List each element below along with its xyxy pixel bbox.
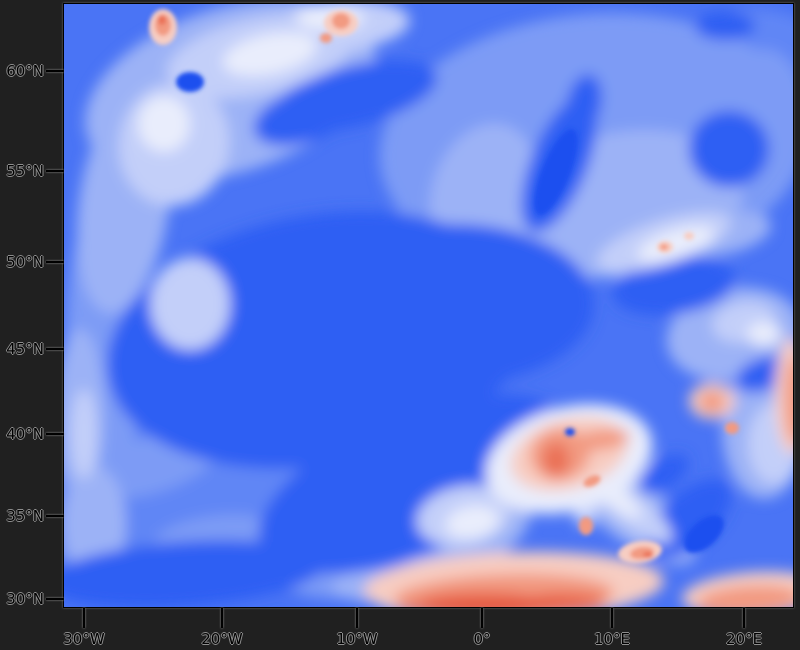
contour-blob-L0 bbox=[565, 428, 575, 436]
contour-blob-L1 bbox=[314, 224, 594, 384]
contour-blob-L9 bbox=[785, 356, 793, 444]
x-tick-mark bbox=[481, 608, 484, 628]
contour-map-plot bbox=[63, 3, 794, 608]
y-tick-mark bbox=[46, 348, 64, 350]
x-tick-mark bbox=[82, 608, 85, 628]
x-tick-label: 10°W bbox=[336, 630, 378, 648]
contour-blob-L9 bbox=[332, 13, 350, 29]
y-tick-label: 30°N bbox=[6, 590, 44, 608]
contour-blob-L8 bbox=[404, 560, 454, 582]
contour-blob-L1 bbox=[639, 454, 689, 494]
contour-blob-L10 bbox=[543, 443, 569, 477]
y-tick-label: 40°N bbox=[6, 425, 44, 444]
contour-blob-L0 bbox=[176, 72, 204, 92]
contour-blob-L7 bbox=[222, 32, 318, 76]
contour-blob-L9 bbox=[579, 517, 593, 535]
contour-blob-L7 bbox=[747, 322, 781, 346]
y-tick-label: 50°N bbox=[6, 253, 44, 272]
contour-blob-L9 bbox=[725, 422, 739, 434]
x-tick-mark bbox=[220, 608, 223, 628]
contour-blob-L9 bbox=[583, 475, 601, 487]
contour-blob-L8 bbox=[684, 232, 694, 240]
contour-blob-L6 bbox=[71, 389, 97, 479]
contour-field-svg bbox=[64, 4, 793, 607]
y-tick-mark bbox=[46, 433, 64, 436]
contour-blob-L9 bbox=[699, 391, 725, 413]
x-tick-label: 0° bbox=[473, 630, 491, 648]
x-tick-mark bbox=[743, 608, 746, 628]
contour-blob-L1 bbox=[695, 12, 755, 40]
y-tick-label: 45°N bbox=[6, 340, 44, 358]
x-tick-label: 10°E bbox=[593, 630, 631, 648]
contour-blob-L10 bbox=[643, 552, 653, 558]
contour-blob-L9 bbox=[320, 33, 332, 43]
y-tick-label: 35°N bbox=[6, 506, 44, 525]
contour-blob-L9 bbox=[570, 429, 630, 451]
contour-blob-L1 bbox=[258, 394, 570, 574]
contour-spots-sharp bbox=[149, 9, 739, 564]
y-tick-mark bbox=[46, 169, 64, 172]
contour-blob-L10 bbox=[158, 15, 166, 25]
x-tick-mark bbox=[356, 608, 358, 628]
contour-blob-L0 bbox=[534, 129, 578, 215]
x-tick-label: 20°W bbox=[201, 630, 243, 648]
contour-blob-L7 bbox=[138, 96, 190, 152]
contour-blob-L0 bbox=[684, 515, 724, 553]
contour-blob-L9 bbox=[697, 585, 793, 607]
contour-blob-L6 bbox=[150, 258, 230, 350]
contour-blob-L1 bbox=[64, 540, 324, 607]
x-tick-label: 20°E bbox=[725, 630, 763, 648]
contour-blob-L7 bbox=[586, 473, 642, 519]
contour-blob-L7 bbox=[637, 225, 715, 263]
contour-blob-L1 bbox=[253, 86, 355, 146]
contour-blob-L7 bbox=[445, 505, 499, 539]
contour-blob-L11 bbox=[399, 601, 589, 607]
contour-blob-L1 bbox=[612, 256, 736, 316]
y-tick-mark bbox=[46, 514, 64, 517]
contour-blob-L1 bbox=[689, 111, 769, 187]
contour-blob-L9 bbox=[660, 244, 668, 250]
y-tick-mark bbox=[46, 598, 64, 600]
contour-blob-L1 bbox=[566, 74, 602, 134]
y-tick-mark bbox=[46, 70, 64, 73]
y-tick-mark bbox=[46, 261, 64, 264]
y-tick-label: 55°N bbox=[6, 161, 44, 180]
x-tick-mark bbox=[611, 608, 613, 628]
x-tick-label: 30°W bbox=[63, 630, 105, 648]
contour-blobs-soft bbox=[64, 4, 793, 607]
y-tick-label: 60°N bbox=[6, 62, 44, 81]
